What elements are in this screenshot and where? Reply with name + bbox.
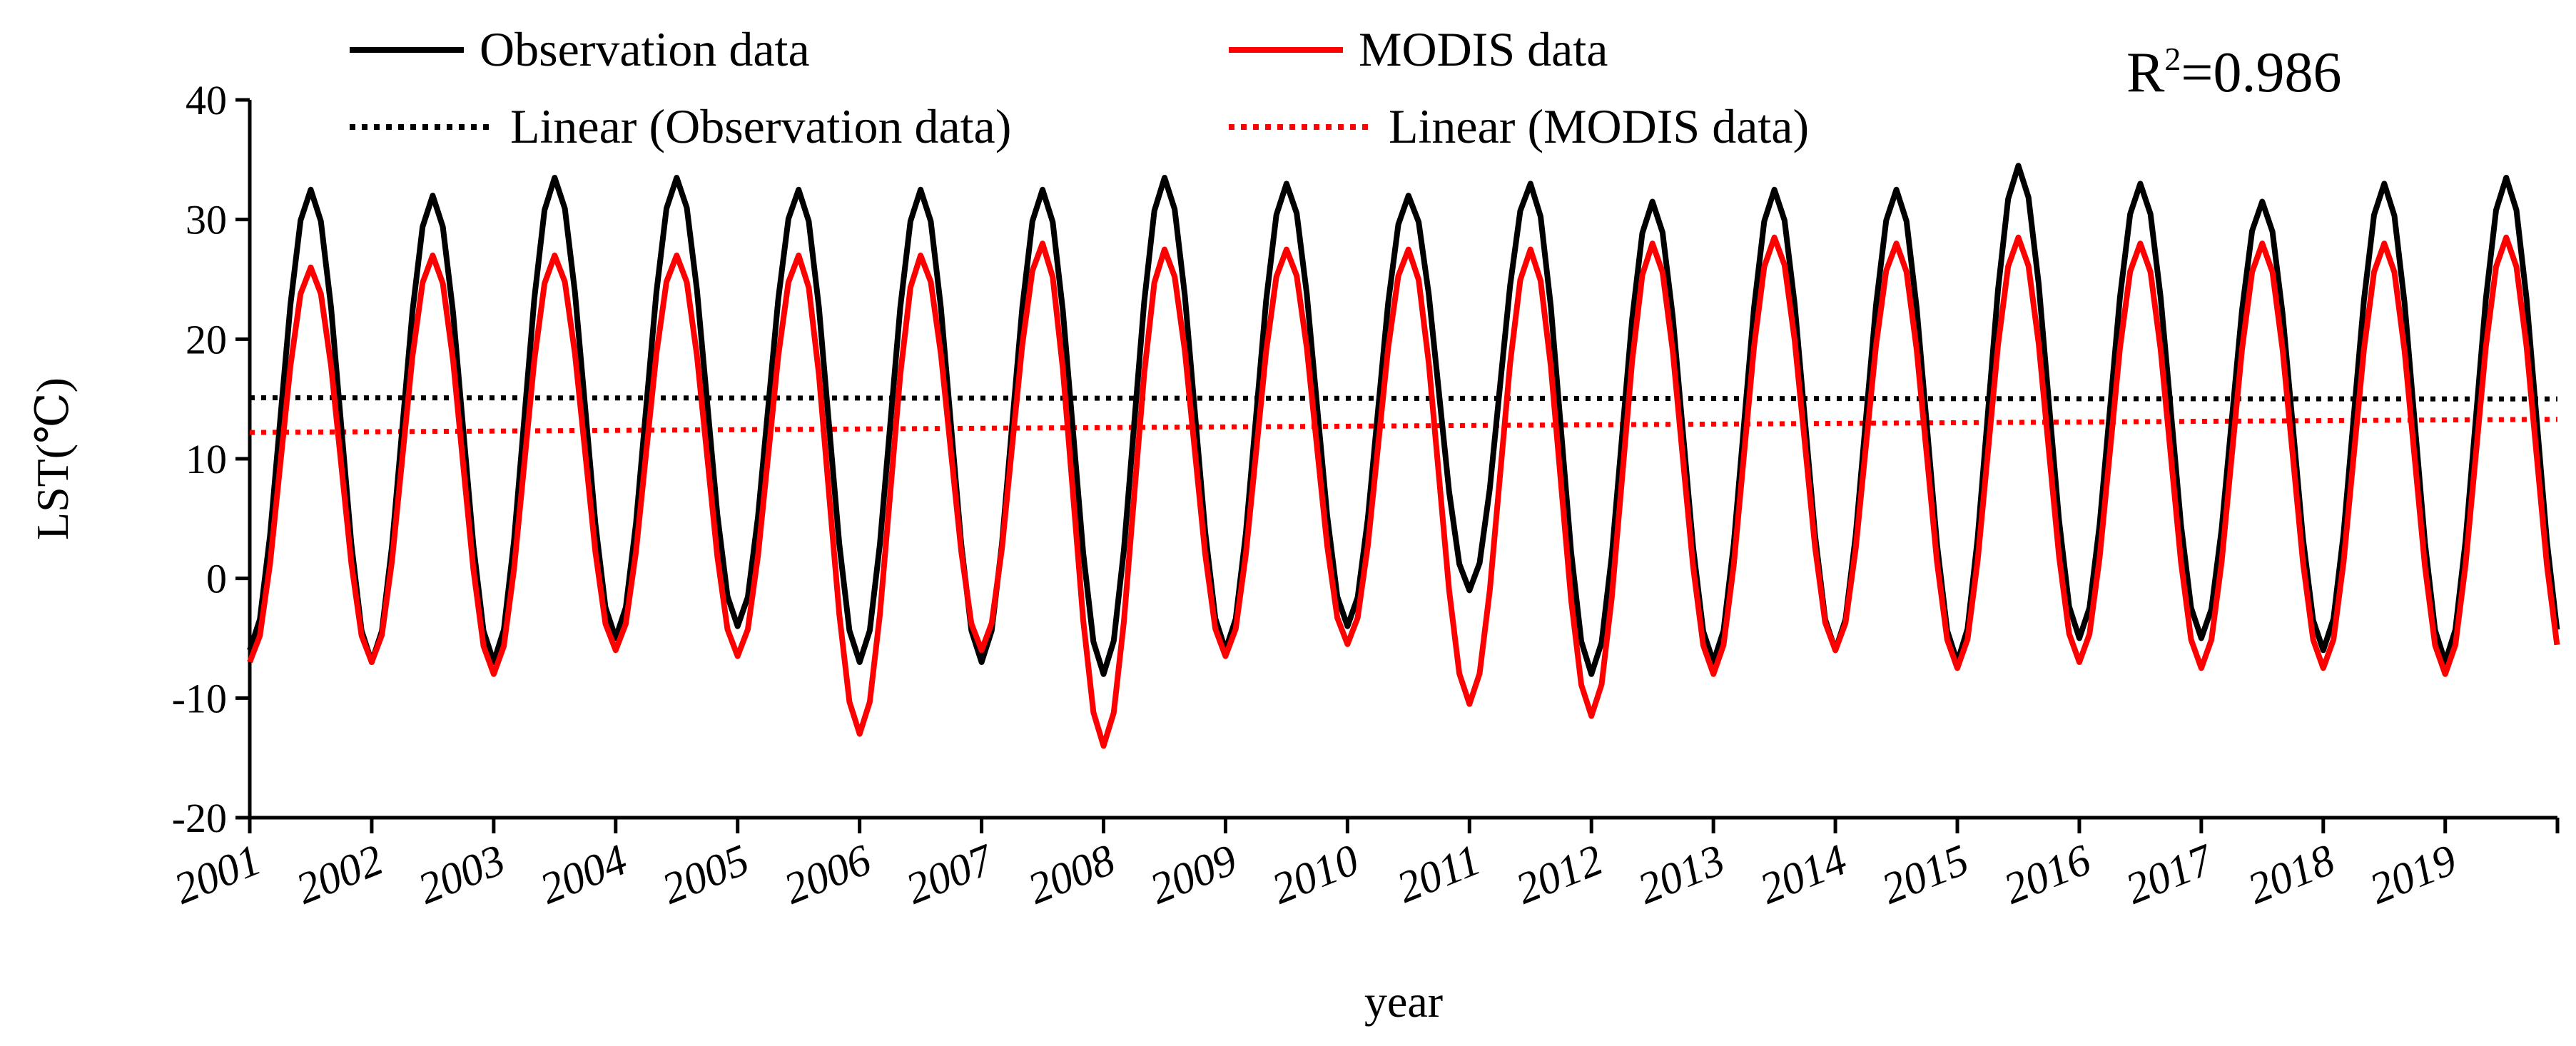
x-tick-label: 2010 <box>1265 836 1365 913</box>
x-ticks: 2001 2002 2003 2004 2005 2006 2007 2008 2009 2010… <box>168 818 2560 914</box>
legend-label-linear-observation: Linear (Observation data) <box>510 99 1011 153</box>
x-tick-label: 2019 <box>2363 836 2463 913</box>
y-axis-title: LST(℃) <box>27 377 78 540</box>
y-tick-label: 40 <box>186 77 227 123</box>
y-ticks: -20 -10 0 10 20 30 40 <box>172 77 250 841</box>
x-tick-label: 2014 <box>1753 836 1853 913</box>
x-tick-label: 2005 <box>656 836 756 913</box>
series-line <box>247 163 2560 677</box>
x-tick-label: 2012 <box>1509 836 1609 913</box>
legend-label-observation: Observation data <box>480 22 810 76</box>
r-squared-annotation: R2=0.986 <box>2126 41 2341 104</box>
x-tick-label: 2003 <box>412 836 512 913</box>
y-tick-label: -20 <box>172 795 227 841</box>
x-tick-label: 2018 <box>2241 836 2341 913</box>
x-axis-title: year <box>1364 976 1443 1027</box>
y-tick-label: 30 <box>186 197 227 243</box>
y-tick-label: 20 <box>186 316 227 362</box>
x-tick-label: 2007 <box>899 835 1001 914</box>
x-tick-label: 2008 <box>1021 836 1121 913</box>
trend-line <box>249 417 2558 435</box>
x-tick-label: 2015 <box>1875 836 1975 913</box>
plot-area <box>247 163 2560 749</box>
r-squared-superscript: 2 <box>2164 41 2181 77</box>
legend-label-modis: MODIS data <box>1359 22 1608 76</box>
legend-label-linear-modis: Linear (MODIS data) <box>1389 99 1809 153</box>
y-tick-label: 10 <box>186 436 227 482</box>
x-tick-label: 2006 <box>777 836 877 913</box>
x-tick-label: 2001 <box>168 836 268 913</box>
x-tick-label: 2013 <box>1631 836 1731 913</box>
x-tick-label: 2017 <box>2119 835 2221 914</box>
r-squared-prefix: R <box>2126 41 2165 104</box>
trend-line <box>249 395 2558 402</box>
series-line <box>247 234 2560 749</box>
x-tick-label: 2009 <box>1143 836 1243 913</box>
x-tick-label: 2002 <box>290 836 390 913</box>
legend: Observation data MODIS data Linear (Obse… <box>350 22 1809 153</box>
axes: -20 -10 0 10 20 30 40 2001 2002 2003 2004 2005 2006… <box>168 77 2560 914</box>
y-tick-label: -10 <box>172 675 227 721</box>
x-tick-label: 2016 <box>1997 836 2097 913</box>
r-squared-value: =0.986 <box>2181 41 2341 104</box>
y-tick-label: 0 <box>206 556 227 602</box>
x-tick-label: 2011 <box>1390 836 1487 913</box>
x-tick-label: 2004 <box>534 836 634 913</box>
